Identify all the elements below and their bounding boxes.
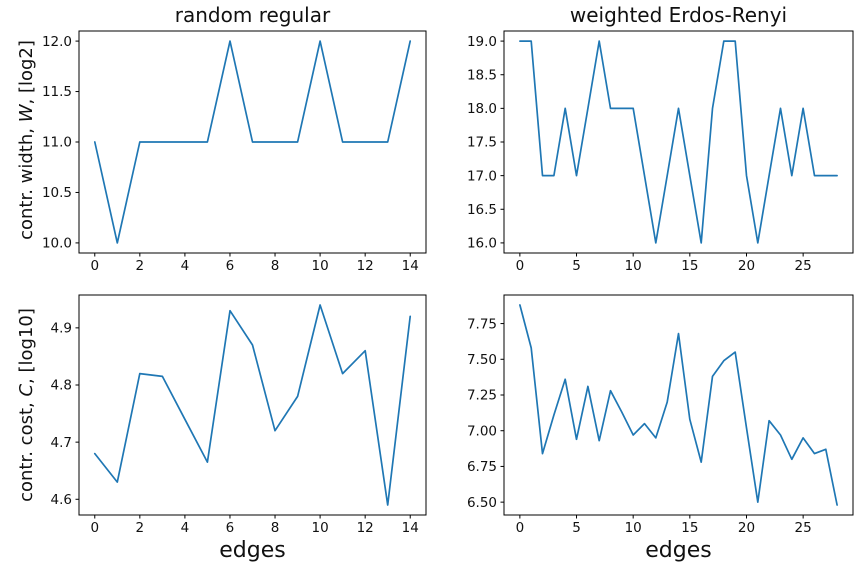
- x-tick-label: 5: [572, 258, 581, 274]
- x-tick-label: 25: [795, 520, 812, 536]
- y-tick-label: 16.0: [467, 236, 497, 252]
- x-tick-label: 5: [572, 520, 581, 536]
- x-tick-label: 4: [181, 258, 190, 274]
- y-tick-label: 4.8: [51, 378, 72, 394]
- y-tick-label: 18.0: [467, 101, 497, 117]
- subplot-erdos-renyi-cost: 0 5 10 15 20 25 6.50 6.75 7.00 7.25 7.50 7.75: [467, 294, 854, 536]
- y-tick-label: 17.0: [467, 168, 497, 184]
- x-tick-label: 0: [90, 520, 99, 536]
- subplot-erdos-renyi-width: 0 5 10 15 20 25 16.0 16.5 17.0 17.5 18.0 18.5 19.0: [467, 30, 854, 274]
- x-axis-label-edges-right: edges: [645, 538, 712, 563]
- x-tick-label: 14: [402, 520, 419, 536]
- x-tick-label: 6: [226, 520, 235, 536]
- subplot-title-random-regular: random regular: [174, 3, 331, 27]
- y-tick-label: 6.75: [467, 459, 497, 475]
- line-series: [519, 40, 838, 244]
- y-tick-label: 11.0: [42, 135, 72, 151]
- x-tick-label: 15: [681, 520, 698, 536]
- line-series: [519, 304, 838, 506]
- x-tick-label: 10: [312, 258, 329, 274]
- x-tick-label: 15: [681, 258, 698, 274]
- x-tick-label: 25: [795, 258, 812, 274]
- x-tick-label: 14: [402, 258, 419, 274]
- y-tick-label: 11.5: [42, 84, 72, 100]
- x-tick-label: 0: [516, 520, 525, 536]
- y-tick-label: 16.5: [467, 202, 497, 218]
- x-axis-label-edges-left: edges: [219, 538, 286, 563]
- x-tick-label: 0: [516, 258, 525, 274]
- x-tick-label: 6: [226, 258, 235, 274]
- y-tick-label: 10.5: [42, 185, 72, 201]
- axes-frame: [78, 294, 427, 516]
- y-tick-label: 4.6: [51, 492, 72, 508]
- x-tick-label: 8: [271, 258, 280, 274]
- line-series: [93, 40, 412, 244]
- line-series: [93, 304, 412, 506]
- x-tick-label: 10: [312, 520, 329, 536]
- y-tick-label: 17.5: [467, 135, 497, 151]
- y-tick-label: 12.0: [42, 34, 72, 50]
- x-tick-label: 20: [738, 520, 755, 536]
- subplot-random-regular-cost: 0 2 4 6 8 10 12 14 4.6 4.7 4.8 4.9: [51, 294, 427, 536]
- y-tick-label: 4.9: [51, 321, 72, 337]
- y-tick-label: 4.7: [51, 435, 72, 451]
- y-tick-label: 10.0: [42, 236, 72, 252]
- y-tick-label: 18.5: [467, 67, 497, 83]
- y-tick-label: 6.50: [467, 495, 497, 511]
- y-tick-label: 7.50: [467, 352, 497, 368]
- x-tick-label: 4: [181, 520, 190, 536]
- axes-frame: [503, 294, 854, 516]
- x-tick-label: 10: [625, 258, 642, 274]
- x-tick-label: 2: [136, 258, 145, 274]
- x-tick-label: 10: [625, 520, 642, 536]
- y-tick-label: 7.00: [467, 423, 497, 439]
- x-tick-label: 20: [738, 258, 755, 274]
- y-tick-label: 7.75: [467, 316, 497, 332]
- y-tick-label: 19.0: [467, 34, 497, 50]
- x-tick-label: 12: [357, 520, 374, 536]
- subplot-random-regular-width: 0 2 4 6 8 10 12 14 10.0 10.5 11.0 11.5 12.0: [42, 30, 427, 274]
- y-tick-label: 7.25: [467, 388, 497, 404]
- x-tick-label: 8: [271, 520, 280, 536]
- axes-frame: [503, 30, 854, 254]
- x-tick-label: 12: [357, 258, 374, 274]
- subplot-title-weighted-erdos-renyi: weighted Erdos-Renyi: [569, 3, 788, 27]
- x-tick-label: 0: [90, 258, 99, 274]
- x-tick-label: 2: [136, 520, 145, 536]
